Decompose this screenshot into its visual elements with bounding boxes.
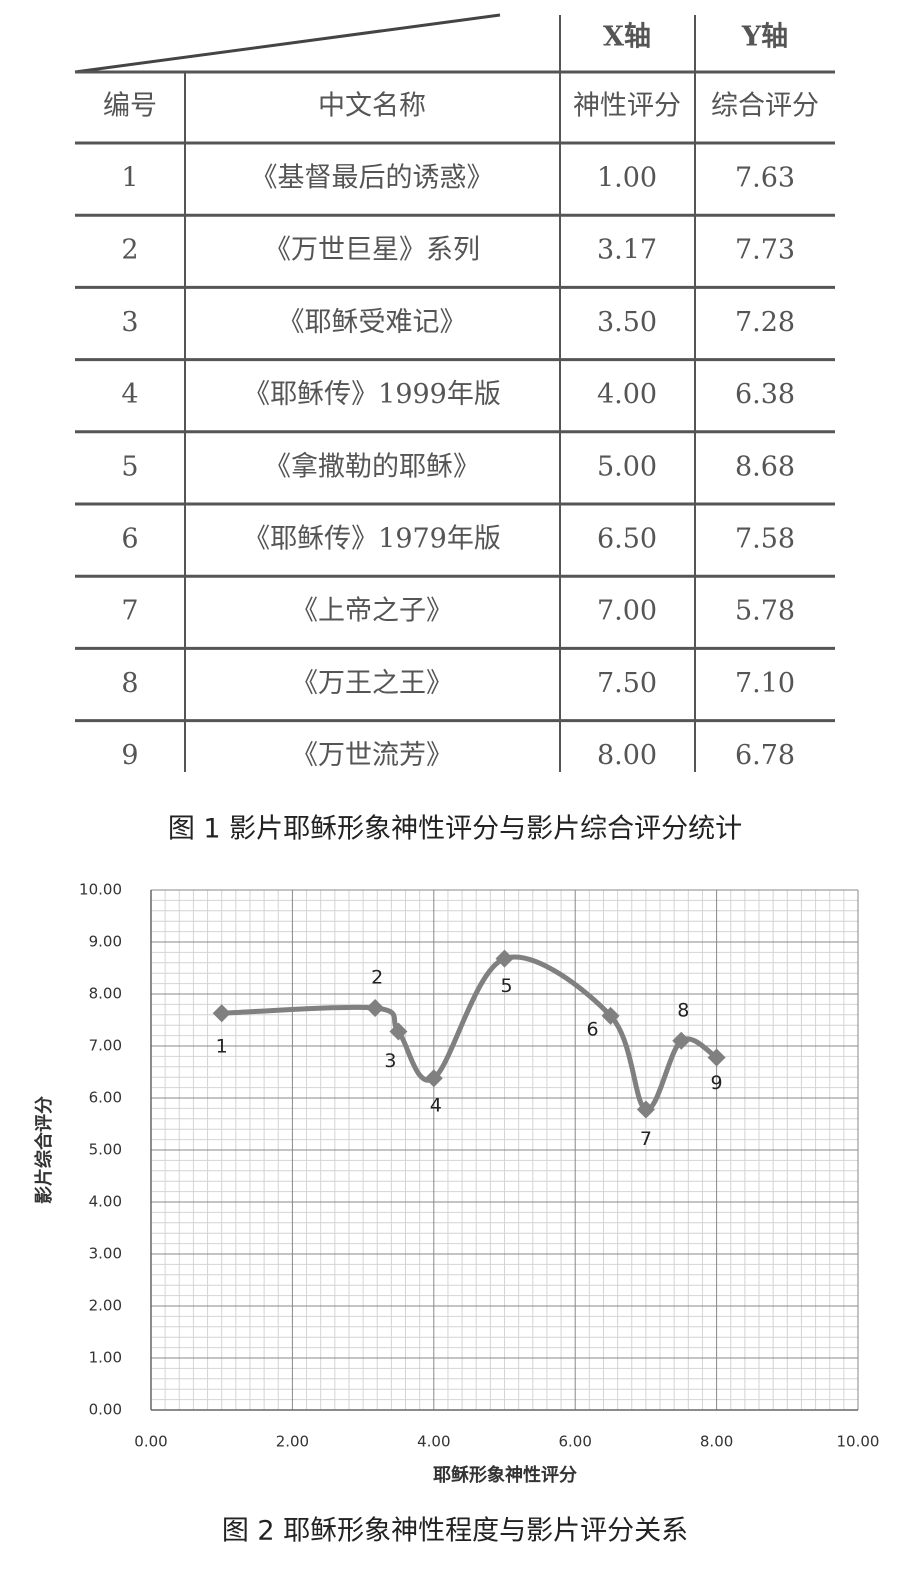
y-tick-label: 9.00 — [89, 933, 122, 951]
y-tick-label: 2.00 — [89, 1297, 122, 1315]
point-marker — [212, 1004, 231, 1023]
point-label: 9 — [711, 1072, 723, 1094]
table-cell: 5.00 — [597, 451, 657, 482]
y-axis-title: 影片综合评分 — [33, 1096, 55, 1204]
y-tick-label: 3.00 — [89, 1245, 122, 1263]
table-cell: 5.78 — [735, 596, 795, 627]
diagonal-line — [74, 13, 501, 74]
table-cell: 《耶稣传》1979年版 — [243, 524, 501, 555]
table-cell: 7.63 — [735, 163, 795, 194]
x-axis-title: 耶稣形象神性评分 — [433, 1464, 577, 1486]
point-label: 3 — [384, 1050, 396, 1072]
x-tick-label: 2.00 — [276, 1433, 309, 1451]
table-cell: 7.58 — [735, 524, 795, 555]
y-tick-label: 1.00 — [89, 1349, 122, 1367]
table-cell: 8.00 — [597, 740, 657, 771]
y-tick-label: 10.00 — [79, 881, 122, 899]
table-cell: 6 — [121, 524, 138, 555]
point-label: 5 — [500, 975, 512, 997]
table-cell: 《基督最后的诱惑》 — [251, 163, 494, 194]
table-cell: 7.73 — [735, 235, 795, 266]
column-header: 中文名称 — [318, 91, 426, 122]
table-cell: 4 — [121, 379, 138, 410]
column-header: 神性评分 — [573, 91, 681, 122]
table-cell: 《上帝之子》 — [291, 596, 453, 627]
figure1-caption: 图 1 影片耶稣形象神性评分与影片综合评分统计 — [168, 814, 742, 845]
point-marker — [636, 1100, 655, 1119]
point-marker — [495, 949, 514, 968]
y-tick-label: 7.00 — [89, 1037, 122, 1055]
axis-header: Y轴 — [741, 22, 788, 53]
y-tick-label: 5.00 — [89, 1141, 122, 1159]
table-cell: 8 — [121, 668, 138, 699]
point-marker — [672, 1031, 691, 1050]
x-tick-label: 0.00 — [134, 1433, 167, 1451]
table-cell: 9 — [121, 740, 138, 771]
x-tick-label: 6.00 — [558, 1433, 591, 1451]
table-cell: 3.50 — [597, 307, 657, 338]
table-cell: 6.78 — [735, 740, 795, 771]
column-header: 编号 — [103, 91, 157, 122]
table-cell: 6.38 — [735, 379, 795, 410]
table-cell: 7.50 — [597, 668, 657, 699]
point-label: 8 — [677, 999, 689, 1021]
y-tick-label: 6.00 — [89, 1089, 122, 1107]
table-cell: 《耶稣传》1999年版 — [243, 379, 501, 410]
table-cell: 7 — [121, 596, 138, 627]
axis-header: X轴 — [603, 22, 651, 53]
column-header: 综合评分 — [711, 91, 819, 122]
table-cell: 7.28 — [735, 307, 795, 338]
point-marker — [707, 1048, 726, 1067]
x-tick-label: 4.00 — [417, 1433, 450, 1451]
x-tick-label: 10.00 — [837, 1433, 880, 1451]
table-cell: 3 — [121, 307, 138, 338]
point-marker — [366, 999, 385, 1018]
table-cell: 5 — [121, 451, 138, 482]
point-label: 1 — [216, 1036, 228, 1058]
table-cell: 8.68 — [735, 451, 795, 482]
table-cell: 2 — [121, 235, 138, 266]
table-cell: 《万世流芳》 — [291, 740, 453, 771]
table-cell: 《耶稣受难记》 — [278, 307, 467, 338]
table-cell: 4.00 — [597, 379, 657, 410]
point-marker — [601, 1006, 620, 1025]
table-cell: 《拿撒勒的耶稣》 — [264, 451, 480, 482]
table-cell: 1 — [121, 163, 138, 194]
point-label: 6 — [587, 1018, 599, 1040]
table-cell: 《万世巨星》系列 — [264, 235, 480, 266]
point-marker — [424, 1069, 443, 1088]
x-tick-label: 8.00 — [700, 1433, 733, 1451]
point-label: 2 — [371, 967, 383, 989]
point-label: 4 — [430, 1095, 442, 1117]
figure2-caption: 图 2 耶稣形象神性程度与影片评分关系 — [222, 1516, 688, 1547]
table-cell: 7.00 — [597, 596, 657, 627]
y-tick-label: 8.00 — [89, 985, 122, 1003]
table-cell: 《万王之王》 — [291, 668, 453, 699]
table-cell: 7.10 — [735, 668, 795, 699]
point-label: 7 — [640, 1128, 652, 1150]
point-marker — [389, 1022, 408, 1041]
table-cell: 3.17 — [597, 235, 657, 266]
y-tick-label: 0.00 — [89, 1401, 122, 1419]
series-line — [221, 954, 718, 1112]
table-cell: 6.50 — [597, 524, 657, 555]
y-tick-label: 4.00 — [89, 1193, 122, 1211]
table-cell: 1.00 — [597, 163, 657, 194]
